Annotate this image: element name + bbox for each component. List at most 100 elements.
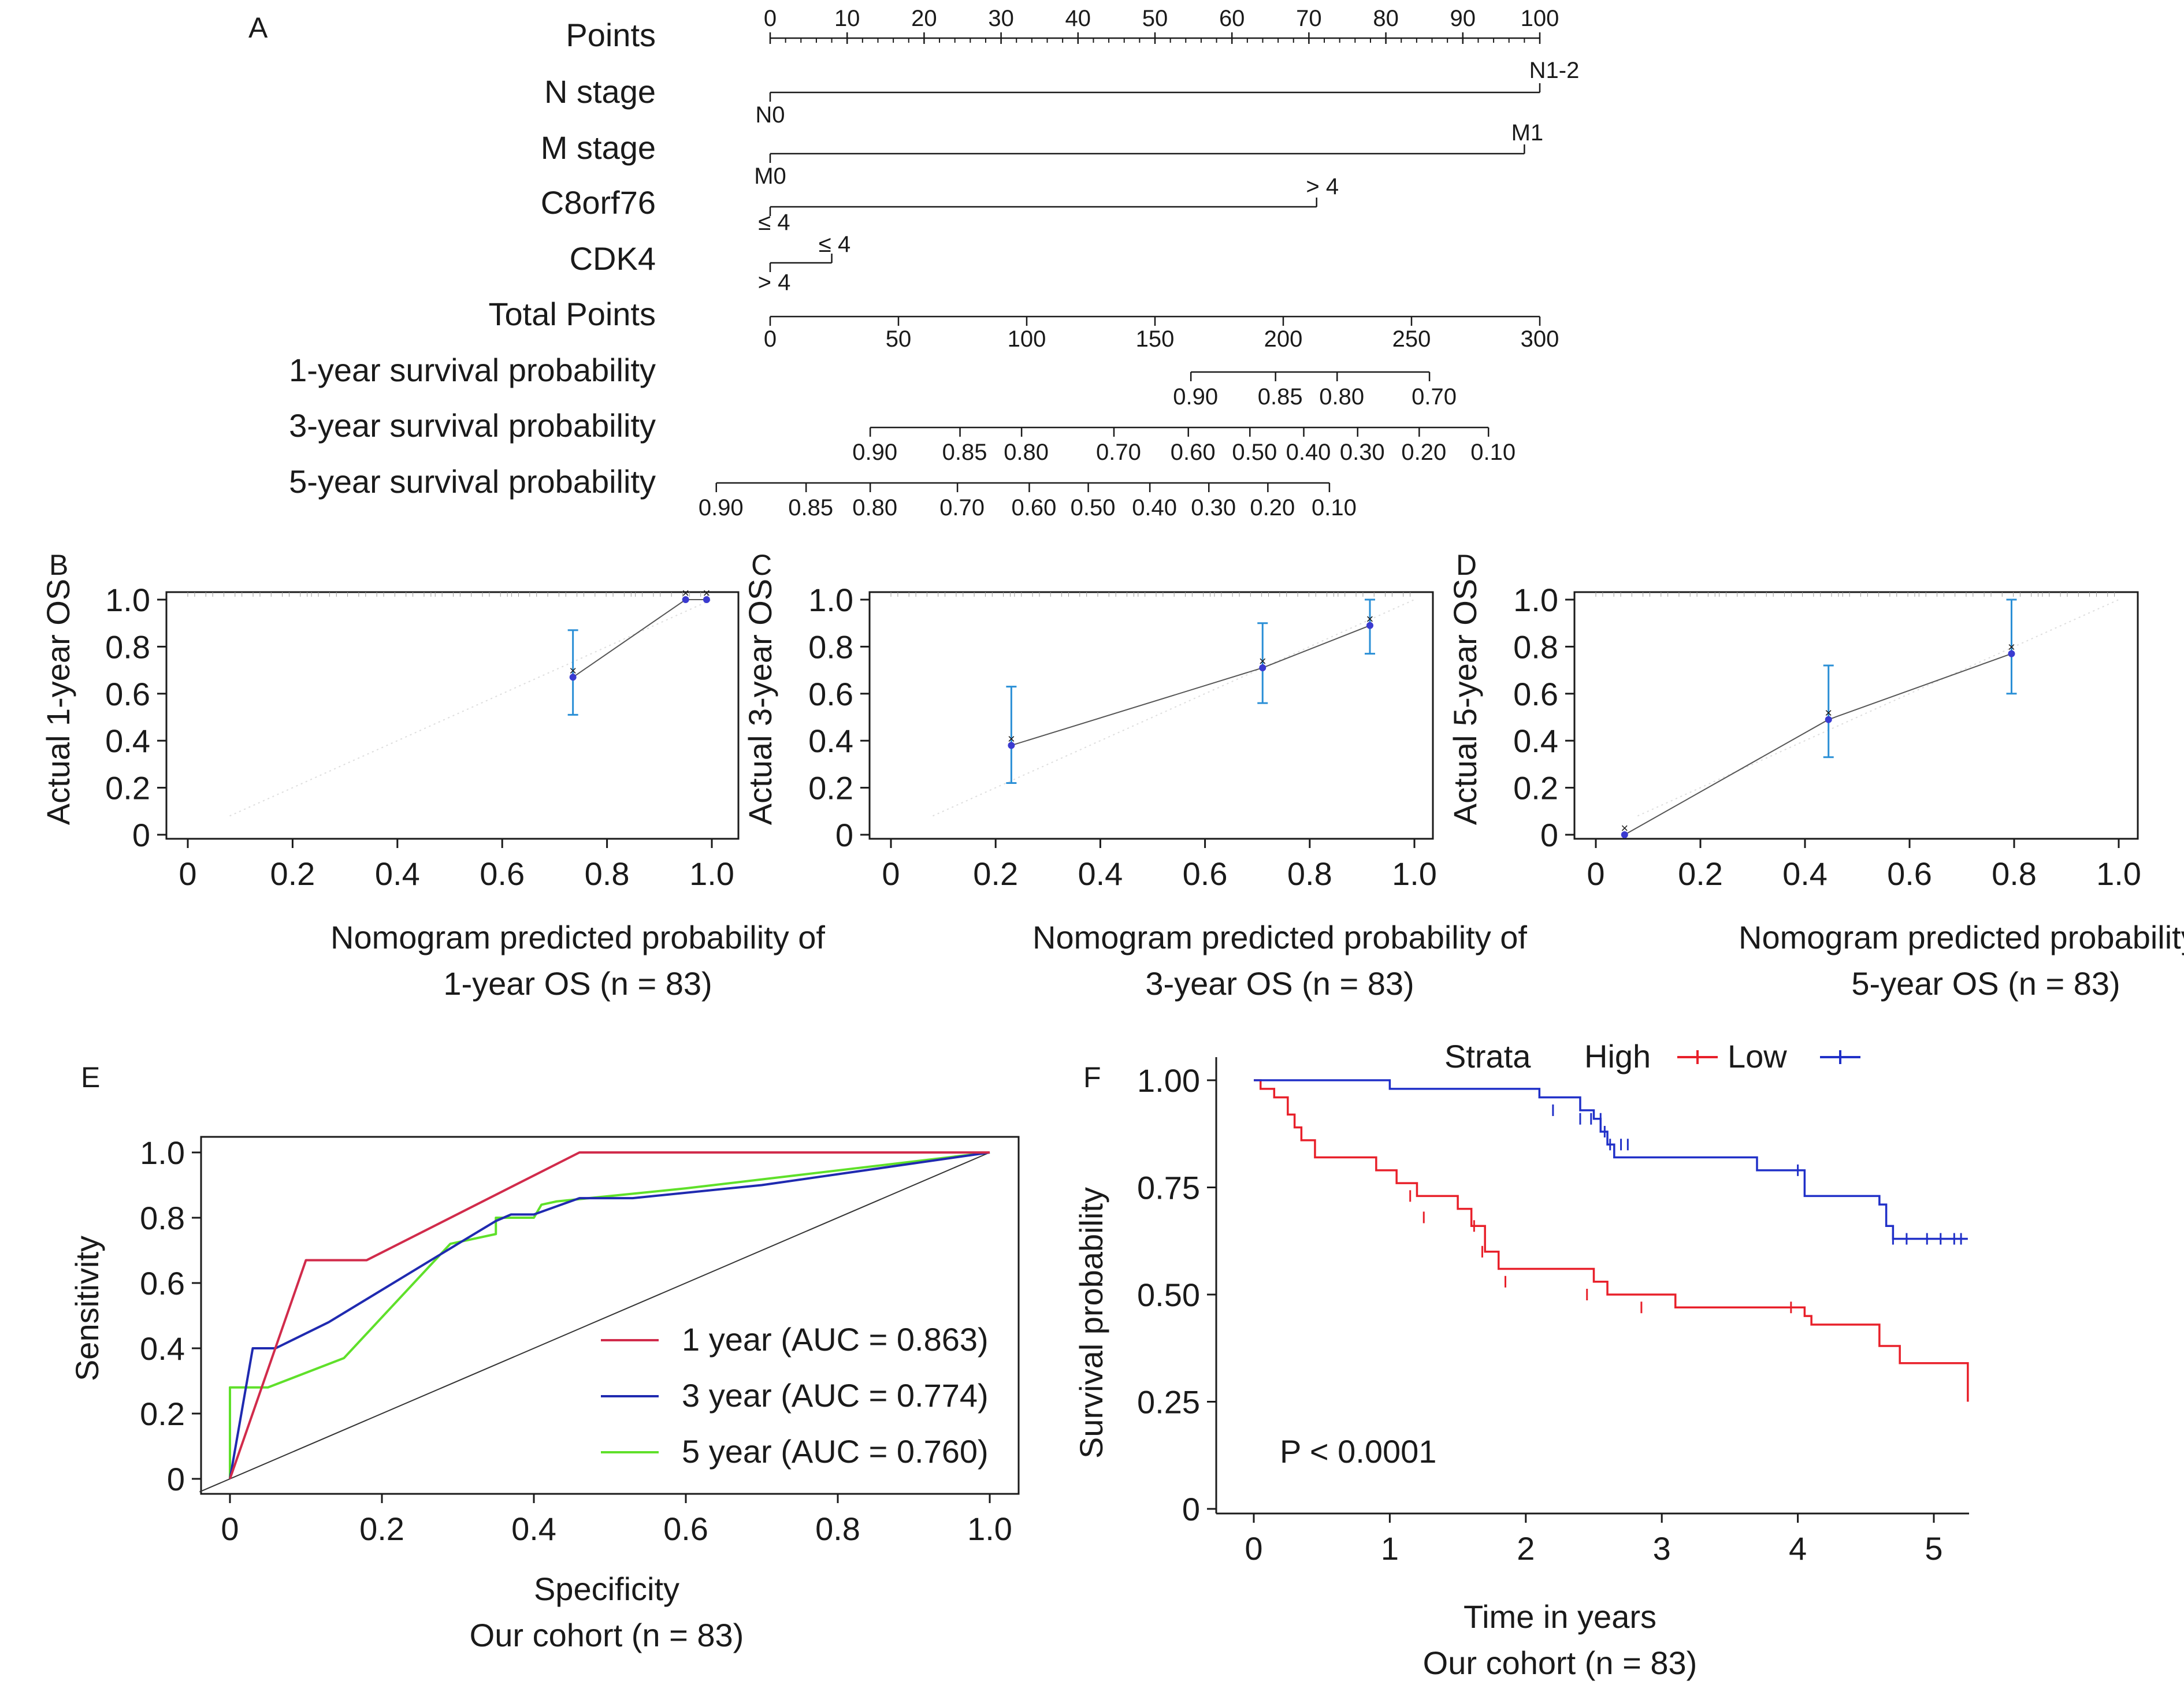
total-points-tick-label: 0 [764, 326, 777, 352]
row-label-total-points: Total Points [489, 296, 656, 332]
calib-x-tick-label: 0.6 [480, 856, 525, 892]
calib-b-ylabel: Actual 1-year OS [40, 579, 76, 825]
cdk4-low-label: > 4 [758, 270, 791, 295]
calib-curve [1011, 624, 1370, 746]
calibration-panel-d: D Nomogram predicted probability of 5-ye… [1447, 549, 2184, 1002]
calib-point [569, 674, 577, 681]
calibration-panel-b: B Nomogram predicted probability of 1-ye… [40, 549, 825, 1002]
calib-x-tick-label: 0.4 [375, 856, 420, 892]
calib-y-tick-label: 0.2 [808, 770, 853, 806]
roc-y-tick-label: 0 [167, 1461, 185, 1497]
roc-x-tick-label: 0.6 [663, 1511, 708, 1547]
surv-5yr-tick-label: 0.90 [699, 495, 744, 520]
calib-point [703, 596, 710, 603]
calib-y-tick-label: 0.8 [105, 629, 150, 665]
roc-x-tick-label: 0.2 [359, 1511, 404, 1547]
surv-3yr-tick-label: 0.40 [1286, 440, 1331, 465]
total-points-scale: 0 50 100 150 200 250 300 [764, 315, 1559, 352]
surv-5yr-tick-label: 0.40 [1132, 495, 1177, 520]
calib-d-ylabel: Actual 5-year OS [1447, 579, 1483, 825]
roc-y-tick-label: 1.0 [140, 1135, 185, 1171]
roc-y-tick-label: 0.6 [140, 1265, 185, 1301]
roc-subtitle: Our cohort (n = 83) [470, 1617, 744, 1653]
roc-ylabel: Sensitivity [69, 1236, 105, 1381]
points-tick-label: 70 [1296, 6, 1322, 31]
calib-x-tick-label: 0.8 [1992, 856, 2037, 892]
calib-x-tick-label: 0.4 [1078, 856, 1123, 892]
calib-y-tick-label: 1.0 [1513, 582, 1558, 618]
calib-point [1259, 664, 1266, 672]
km-subtitle: Our cohort (n = 83) [1423, 1645, 1698, 1681]
calib-point-marker: × [1621, 821, 1628, 835]
roc-x-tick-label: 0.4 [511, 1511, 556, 1547]
points-tick-label: 80 [1373, 6, 1399, 31]
calib-point [1825, 716, 1832, 723]
points-tick-label: 0 [764, 6, 777, 31]
calib-point-marker: × [1259, 654, 1266, 668]
surv-3yr-tick-label: 0.85 [942, 440, 987, 465]
calib-x-tick-label: 0.2 [1678, 856, 1723, 892]
calib-point [1621, 831, 1628, 838]
surv-5yr-tick-label: 0.10 [1312, 495, 1357, 520]
surv-1yr-tick-label: 0.80 [1319, 384, 1364, 410]
calib-y-tick-label: 1.0 [808, 582, 853, 618]
roc-x-tick-label: 0.8 [815, 1511, 860, 1547]
calib-ideal-line [1637, 599, 2119, 817]
km-curve-high [1254, 1079, 1969, 1402]
calib-x-tick-label: 0.8 [585, 856, 630, 892]
calib-x-tick-label: 0.8 [1287, 856, 1332, 892]
m-stage-low-label: M0 [754, 163, 786, 189]
km-y-tick-label: 0.75 [1137, 1170, 1200, 1206]
panel-label-e: E [81, 1061, 100, 1094]
roc-curve-1yr [229, 1151, 990, 1479]
calib-curve [1624, 653, 2012, 835]
km-x-tick-label: 0 [1245, 1530, 1262, 1567]
panel-label-b: B [49, 549, 68, 581]
calib-point-marker: × [569, 663, 577, 678]
km-xlabel: Time in years [1464, 1598, 1656, 1635]
km-panel: F Time in years Our cohort (n = 83) Surv… [1073, 1038, 1969, 1681]
cdk4-high-label: ≤ 4 [819, 232, 850, 257]
calib-c-xlabel-line1: Nomogram predicted probability of [1032, 919, 1527, 955]
calib-x-tick-label: 1.0 [2096, 856, 2141, 892]
km-legend-high-label: High [1584, 1038, 1651, 1074]
points-tick-label: 30 [988, 6, 1014, 31]
roc-y-tick-label: 0.8 [140, 1200, 185, 1236]
surv-3yr-tick-label: 0.80 [1004, 440, 1049, 465]
calib-frame [868, 591, 1434, 840]
roc-legend-label: 3 year (AUC = 0.774) [682, 1377, 989, 1414]
panel-label-a: A [248, 12, 268, 44]
panel-label-c: C [751, 549, 772, 581]
points-scale: 0 10 20 30 40 50 60 70 80 90 100 [764, 6, 1559, 44]
calib-y-tick-label: 0.6 [105, 676, 150, 712]
surv-3yr-tick-label: 0.70 [1096, 440, 1141, 465]
calib-x-tick-label: 0.2 [973, 856, 1018, 892]
calib-point-marker: × [703, 586, 711, 600]
roc-curve-3yr [229, 1151, 990, 1479]
roc-panel: E Specificity Our cohort (n = 83) Sensit… [69, 1061, 1020, 1653]
c8orf76-scale: ≤ 4 > 4 [758, 174, 1339, 235]
survival-3yr-scale: 0.90 0.85 0.80 0.70 0.60 0.50 0.40 0.30 0.20 0.10 [852, 426, 1516, 465]
surv-3yr-tick-label: 0.20 [1401, 440, 1446, 465]
points-tick-label: 40 [1065, 6, 1091, 31]
row-label-m-stage: M stage [541, 129, 656, 166]
n-stage-high-label: N1-2 [1529, 58, 1580, 83]
calib-y-tick-label: 0.4 [1513, 723, 1558, 759]
km-x-tick-label: 2 [1517, 1530, 1535, 1567]
calibration-panel-c: C Nomogram predicted probability of 3-ye… [742, 549, 1527, 1002]
km-x-tick-label: 1 [1381, 1530, 1399, 1567]
calib-x-tick-label: 1.0 [689, 856, 734, 892]
row-label-3yr-survival: 3-year survival probability [289, 407, 656, 444]
km-y-tick-label: 1.00 [1137, 1062, 1200, 1099]
m-stage-high-label: M1 [1511, 120, 1544, 146]
surv-1yr-tick-label: 0.70 [1412, 384, 1457, 410]
surv-5yr-tick-label: 0.60 [1012, 495, 1057, 520]
calib-point [1366, 622, 1373, 629]
surv-5yr-tick-label: 0.80 [852, 495, 897, 520]
roc-reference-diagonal [199, 1152, 990, 1493]
surv-1yr-tick-label: 0.90 [1173, 384, 1218, 410]
km-x-tick-label: 5 [1925, 1530, 1942, 1567]
roc-legend-label: 5 year (AUC = 0.760) [682, 1433, 989, 1470]
